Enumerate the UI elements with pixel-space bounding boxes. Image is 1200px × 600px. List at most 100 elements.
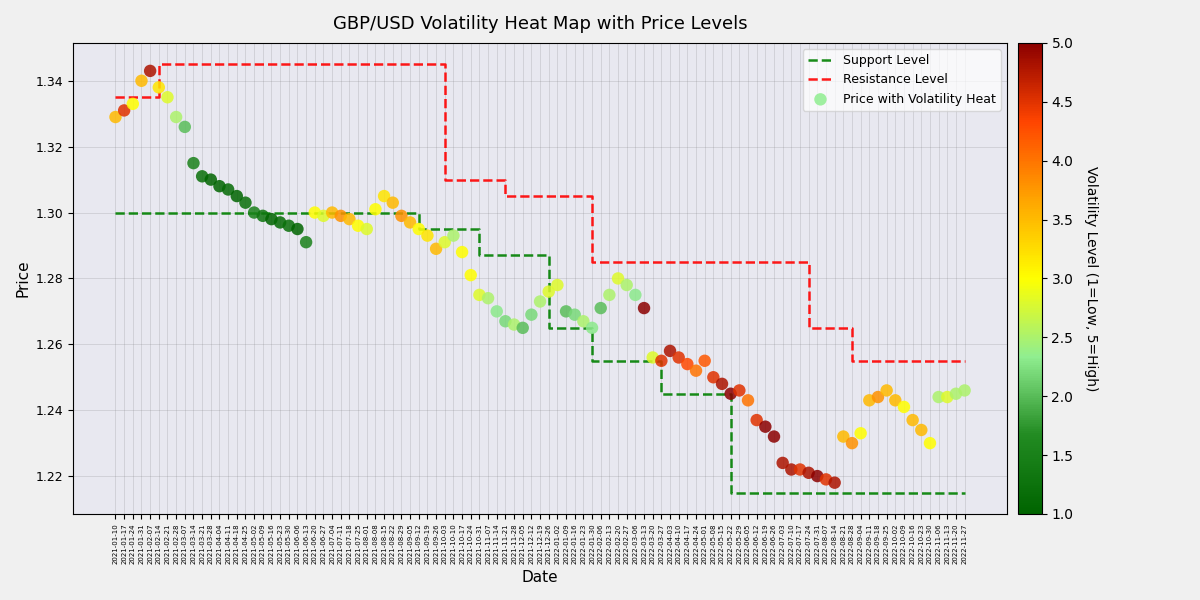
Point [904, 415, 923, 425]
Title: GBP/USD Volatility Heat Map with Price Levels: GBP/USD Volatility Heat Map with Price L… [332, 15, 748, 33]
Point [305, 208, 324, 217]
Point [799, 468, 818, 478]
Point [340, 214, 359, 224]
Point [670, 353, 689, 362]
Line: Resistance Level: Resistance Level [115, 64, 965, 361]
Point [227, 191, 246, 201]
Point [218, 185, 238, 194]
Point [877, 386, 896, 395]
Point [487, 307, 506, 316]
Point [418, 231, 437, 241]
Point [600, 290, 619, 300]
Point [703, 373, 722, 382]
Point [158, 92, 178, 102]
Point [436, 238, 455, 247]
Point [851, 428, 870, 438]
Point [652, 356, 671, 365]
Point [574, 316, 593, 326]
Point [149, 83, 168, 92]
Point [582, 323, 601, 332]
Point [296, 238, 316, 247]
Line: Support Level: Support Level [115, 212, 965, 493]
Point [695, 356, 714, 365]
Point [781, 464, 800, 474]
Point [686, 366, 706, 376]
Point [270, 218, 289, 227]
Point [539, 287, 558, 296]
Point [470, 290, 490, 300]
Point [401, 218, 420, 227]
Point [348, 221, 367, 230]
Point [791, 464, 810, 474]
Point [808, 471, 827, 481]
Point [937, 392, 956, 402]
Point [140, 66, 160, 76]
Point [773, 458, 792, 468]
Point [912, 425, 931, 435]
Point [955, 386, 974, 395]
Point [625, 290, 644, 300]
Point [592, 303, 611, 313]
Point [366, 205, 385, 214]
Point [262, 214, 281, 224]
Point [522, 310, 541, 319]
Point [834, 432, 853, 442]
Point [886, 395, 905, 405]
Point [547, 280, 566, 290]
Point [859, 395, 878, 405]
Point [288, 224, 307, 234]
Point [869, 392, 888, 402]
Point [210, 181, 229, 191]
Point [660, 346, 679, 356]
Point [947, 389, 966, 398]
Point [132, 76, 151, 86]
Point [608, 274, 628, 283]
Point [358, 224, 377, 234]
Y-axis label: Volatility Level (1=Low, 5=High): Volatility Level (1=Low, 5=High) [1085, 166, 1098, 391]
Point [167, 112, 186, 122]
Point [635, 303, 654, 313]
Point [496, 316, 515, 326]
Point [280, 221, 299, 230]
Point [245, 208, 264, 217]
Point [557, 307, 576, 316]
Point [764, 432, 784, 442]
Point [894, 402, 913, 412]
Point [184, 158, 203, 168]
Point [721, 389, 740, 398]
Point [738, 395, 757, 405]
Point [929, 392, 948, 402]
Point [192, 172, 211, 181]
Point [314, 211, 334, 221]
X-axis label: Date: Date [522, 570, 558, 585]
Point [826, 478, 845, 487]
Point [374, 191, 394, 201]
Point [504, 320, 523, 329]
Point [409, 224, 428, 234]
Point [748, 415, 767, 425]
Point [426, 244, 445, 254]
Point [678, 359, 697, 369]
Point [452, 247, 472, 257]
Point [617, 280, 636, 290]
Point [530, 296, 550, 306]
Point [565, 310, 584, 319]
Point [920, 439, 940, 448]
Point [730, 386, 749, 395]
Point [514, 323, 533, 332]
Point [202, 175, 221, 184]
Point [444, 231, 463, 241]
Point [124, 99, 143, 109]
Point [756, 422, 775, 431]
Point [323, 208, 342, 217]
Point [461, 271, 480, 280]
Point [253, 211, 272, 221]
Legend: Support Level, Resistance Level, Price with Volatility Heat: Support Level, Resistance Level, Price w… [803, 49, 1001, 110]
Point [713, 379, 732, 389]
Point [383, 198, 402, 208]
Point [816, 475, 835, 484]
Point [236, 198, 256, 208]
Point [114, 106, 133, 115]
Point [106, 112, 125, 122]
Point [643, 353, 662, 362]
